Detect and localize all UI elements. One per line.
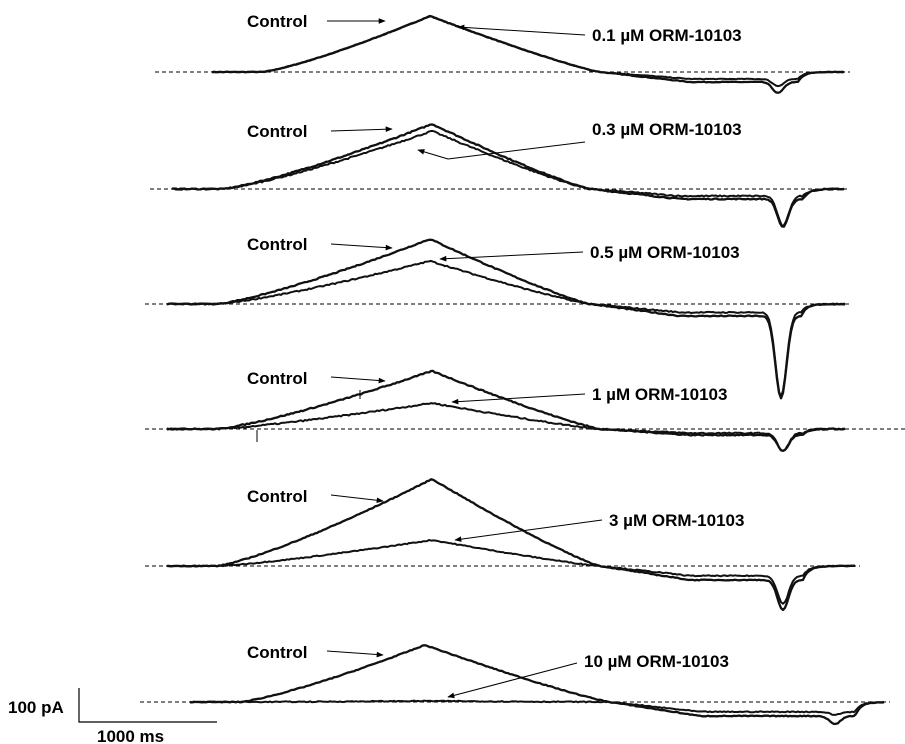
drug-arrow-head [417, 149, 449, 160]
drug-label: 3 µM ORM-10103 [609, 511, 744, 530]
control-label: Control [247, 12, 307, 31]
panel-1: Control 0.1 µM ORM-10103 [155, 12, 850, 94]
drug-label: 0.3 µM ORM-10103 [592, 120, 742, 139]
control-trace [166, 478, 856, 612]
control-arrow [330, 494, 384, 504]
control-label: Control [247, 122, 307, 141]
control-label: Control [247, 487, 307, 506]
scale-bar-lines [78, 688, 217, 723]
drug-arrow [439, 251, 584, 262]
panel-5: Control 3 µM ORM-10103 [145, 478, 860, 612]
drug-arrow [454, 519, 603, 542]
drug-trace [189, 699, 885, 716]
scale-bar: 100 pA 1000 ms [8, 688, 217, 744]
drug-label: 10 µM ORM-10103 [584, 652, 729, 671]
drug-arrow [457, 24, 586, 36]
drug-arrow [451, 393, 586, 405]
control-label: Control [247, 643, 307, 662]
control-arrow [330, 376, 386, 384]
control-label: Control [247, 235, 307, 254]
control-arrow [326, 650, 384, 658]
control-arrow [330, 243, 393, 251]
control-trace [166, 238, 846, 400]
drug-label: 0.1 µM ORM-10103 [592, 26, 742, 45]
control-trace [171, 123, 845, 228]
drug-arrow [447, 141, 586, 160]
drug-arrow [447, 662, 578, 699]
drug-trace [211, 15, 845, 88]
drug-trace [166, 259, 846, 398]
drug-label: 1 µM ORM-10103 [592, 385, 727, 404]
panel-2: Control 0.3 µM ORM-10103 [150, 120, 850, 228]
control-trace [190, 644, 885, 726]
scale-time-label: 1000 ms [97, 727, 164, 744]
panel-3: Control 0.5 µM ORM-10103 [145, 235, 850, 400]
drug-trace [166, 539, 856, 605]
control-label: Control [247, 369, 307, 388]
drug-trace [166, 402, 846, 452]
control-arrow [330, 126, 393, 133]
panel-4: Control 1 µM ORM-10103 [145, 369, 905, 452]
drug-label: 0.5 µM ORM-10103 [590, 243, 740, 262]
drug-trace [171, 129, 845, 227]
scale-current-label: 100 pA [8, 698, 64, 717]
panel-6: Control 10 µM ORM-10103 [140, 643, 890, 726]
